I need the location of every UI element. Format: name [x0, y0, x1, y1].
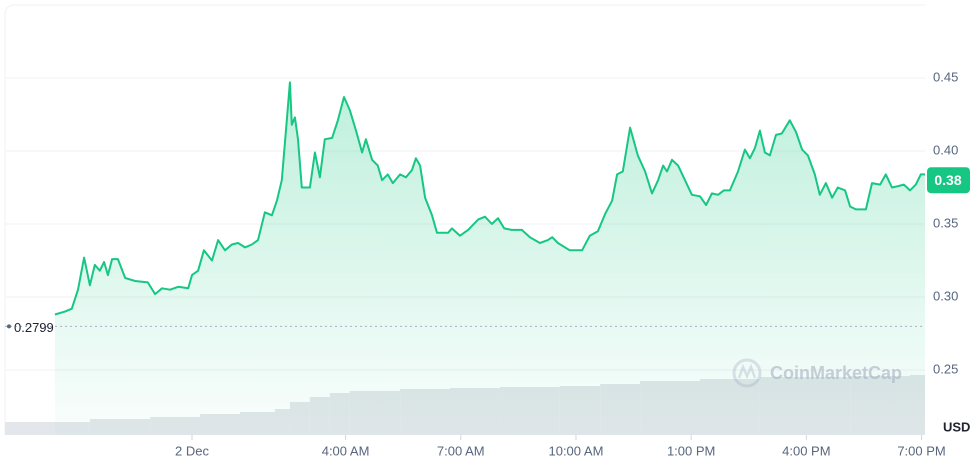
watermark: CoinMarketCap — [770, 363, 902, 383]
price-area — [54, 82, 925, 436]
watermark-logo — [732, 358, 762, 388]
price-badge — [927, 167, 970, 194]
y-unit: USD — [943, 419, 970, 434]
y-tick-label: 0.25 — [933, 361, 958, 376]
x-tick-label: 4:00 AM — [322, 443, 370, 458]
price-line — [54, 81, 925, 316]
y-tick-label: 0.40 — [933, 142, 958, 157]
x-tick-label: 10:00 AM — [548, 443, 603, 458]
y-tick-label: 0.30 — [933, 288, 958, 303]
y-tick-label: 0.35 — [933, 215, 958, 230]
reference-dot — [7, 324, 11, 329]
x-tick-label: 7:00 PM — [897, 443, 945, 458]
x-tick-label: 4:00 PM — [782, 443, 830, 458]
x-tick-label: 7:00 AM — [437, 443, 485, 458]
y-tick-label: 0.45 — [933, 69, 958, 84]
price-badge-label: 0.38 — [934, 172, 961, 188]
frame — [4, 4, 925, 435]
x-tick-label: 2 Dec — [175, 443, 209, 458]
x-tick-label: 1:00 PM — [667, 443, 715, 458]
reference-label: 0.2799 — [14, 320, 54, 335]
